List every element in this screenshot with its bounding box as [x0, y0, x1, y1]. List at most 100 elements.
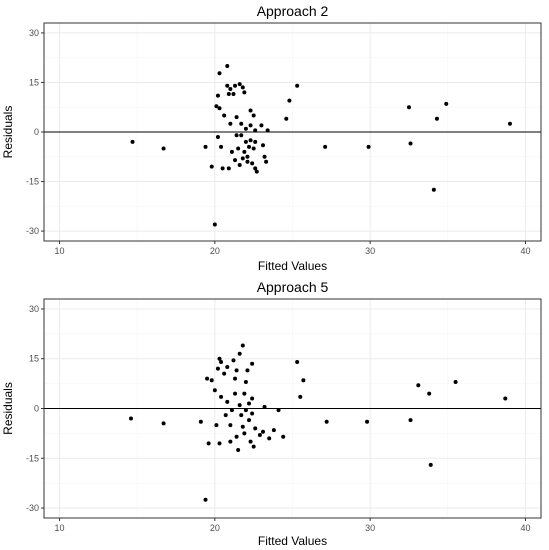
panel1-data-point: [254, 169, 259, 174]
panel1-data-point: [431, 187, 436, 192]
panel2-data-point: [222, 371, 227, 376]
panel2-data-point: [427, 391, 432, 396]
panel1-data-point: [507, 121, 512, 126]
panel2-data-point: [242, 431, 247, 436]
panel1-data-point: [215, 134, 220, 139]
panel1-y-tick-label: -15: [26, 177, 39, 187]
panel1-data-point: [245, 159, 250, 164]
panel1-data-point: [247, 144, 252, 149]
panel2-x-tick-label: 10: [55, 523, 65, 533]
panel2-y-tick-label: -15: [26, 453, 39, 463]
panel1-data-point: [259, 123, 264, 128]
panel1-y-tick-label: 15: [29, 77, 39, 87]
panel2-data-point: [267, 436, 272, 441]
panel2-data-point: [243, 408, 248, 413]
panel2-data-point: [242, 391, 247, 396]
panel1-data-point: [225, 83, 230, 88]
panel1-x-tick-label: 20: [210, 246, 220, 256]
panel1-x-tick-label: 10: [55, 246, 65, 256]
panel2-data-point: [203, 497, 208, 502]
panel2-data-point: [408, 418, 413, 423]
panel1-data-point: [220, 166, 225, 171]
panel1-data-point: [217, 106, 222, 111]
panel2-y-axis-label: Residuals: [1, 382, 15, 435]
panel2-x-tick-label: 20: [210, 523, 220, 533]
panel1-data-point: [251, 113, 256, 118]
panel1-data-point: [243, 139, 248, 144]
panel2-data-point: [271, 428, 276, 433]
panel1-data-point: [209, 164, 214, 169]
panel2-data-point: [247, 401, 252, 406]
panel2-data-point: [251, 444, 256, 449]
panel1-data-point: [228, 87, 233, 92]
panel2-data-point: [260, 429, 265, 434]
panel2-data-point: [223, 413, 228, 418]
panel2-y-tick-label: 0: [34, 404, 39, 414]
panel2-data-point: [228, 423, 233, 428]
panel1-data-point: [366, 144, 371, 149]
panel2-data-point: [215, 366, 220, 371]
panel1-data-point: [253, 139, 258, 144]
panel2-data-point: [281, 434, 286, 439]
panel1-data-point: [212, 222, 217, 227]
panel2-data-point: [257, 433, 262, 438]
panel1-data-point: [265, 128, 270, 133]
panel2-data-point: [295, 360, 300, 365]
panel1-data-point: [226, 166, 231, 171]
panel2-y-tick-label: 15: [29, 354, 39, 364]
panel1-x-tick-label: 40: [520, 246, 530, 256]
panel2-data-point: [240, 343, 245, 348]
panel1-data-point: [239, 133, 244, 138]
panel2-data-point: [250, 411, 255, 416]
panel2-x-tick-label: 40: [520, 523, 530, 533]
panel1-data-point: [226, 92, 231, 97]
panel2-data-point: [324, 419, 329, 424]
panel1-data-point: [233, 83, 238, 88]
panel1-data-point: [236, 146, 241, 151]
panel1-data-point: [225, 63, 230, 68]
panel1-data-point: [242, 149, 247, 154]
panel1-data-point: [251, 146, 256, 151]
panel1-data-point: [214, 104, 219, 109]
panel1-data-point: [233, 158, 238, 163]
panel1-data-point: [217, 71, 222, 76]
panel2-data-point: [301, 378, 306, 383]
panel1-data-point: [253, 128, 258, 133]
panel1-data-point: [161, 146, 166, 151]
panel2-data-point: [206, 441, 211, 446]
panel2-data-point: [214, 423, 219, 428]
panel1-data-point: [219, 144, 224, 149]
panel2-data-point: [233, 391, 238, 396]
panel2-data-point: [234, 434, 239, 439]
panel2-data-point: [212, 388, 217, 393]
panel1-data-point: [253, 166, 258, 171]
panel1-data-point: [408, 141, 413, 146]
panel2-title: Approach 5: [257, 279, 329, 295]
panel2-data-point: [453, 379, 458, 384]
panel2-data-point: [240, 424, 245, 429]
panel2-data-point: [237, 351, 242, 356]
panel2-x-tick-label: 30: [365, 523, 375, 533]
panel2-y-tick-label: 30: [29, 304, 39, 314]
panel1-x-axis-label: Fitted Values: [258, 259, 327, 273]
panel1-data-point: [229, 149, 234, 154]
panel1-data-point: [245, 154, 250, 159]
panel2-data-point: [225, 365, 230, 370]
panel1-data-point: [234, 115, 239, 120]
panel2-data-point: [231, 358, 236, 363]
panel2-data-point: [245, 368, 250, 373]
panel1-y-tick-label: 0: [34, 127, 39, 137]
panel1-data-point: [239, 121, 244, 126]
panel2-data-point: [236, 447, 241, 452]
panel2-data-point: [205, 376, 210, 381]
panel1-data-point: [295, 83, 300, 88]
panel2-data-point: [503, 396, 508, 401]
panel2-y-tick-label: -30: [26, 503, 39, 513]
panel1-data-point: [240, 156, 245, 161]
panel2-data-point: [298, 394, 303, 399]
panel2-data-point: [250, 396, 255, 401]
panel2-x-axis-label: Fitted Values: [258, 534, 327, 548]
panel1-data-point: [240, 85, 245, 90]
panel1-data-point: [215, 93, 220, 98]
